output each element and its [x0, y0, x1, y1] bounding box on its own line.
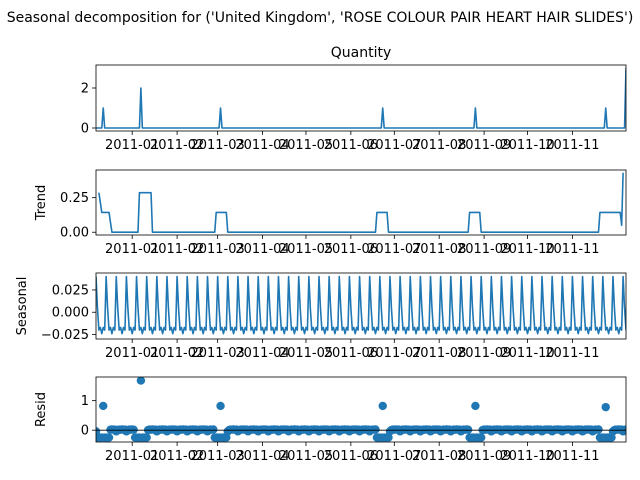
seasonal-ytick-label: 0.025	[52, 283, 89, 298]
resid-point	[471, 401, 480, 411]
trend-xtick-label: 2011-09	[457, 242, 511, 257]
seasonal-ylabel: Seasonal	[15, 277, 30, 336]
observed-xtick-label: 2011-02	[150, 138, 204, 153]
seasonal-xtick-label: 2011-04	[235, 346, 289, 361]
panel-observed: Quantity022011-012011-022011-032011-0420…	[81, 45, 627, 153]
observed-xtick-label: 2011-06	[324, 138, 378, 153]
trend-xtick-label: 2011-02	[150, 242, 204, 257]
seasonal-frame	[95, 272, 627, 340]
resid-point	[621, 425, 626, 434]
resid-point	[142, 433, 151, 442]
trend-line	[98, 172, 624, 234]
seasonal-xtick-label: 2011-07	[367, 346, 421, 361]
observed-ytick-label: 2	[81, 82, 89, 97]
resid-xtick-label: 2011-01	[105, 449, 159, 464]
resid-point	[378, 401, 387, 411]
resid-xtick-label: 2011-07	[367, 449, 421, 464]
seasonal-series-group	[96, 275, 626, 335]
trend-series-group	[98, 172, 624, 234]
trend-ylabel: Trend	[34, 185, 49, 222]
trend-xtick-label: 2011-07	[367, 242, 421, 257]
resid-xtick-label: 2011-05	[279, 449, 333, 464]
observed-xtick-label: 2011-03	[190, 138, 244, 153]
trend-ytick-label: 0.00	[60, 226, 89, 241]
resid-ylabel: Resid	[34, 392, 49, 427]
seasonal-ytick-label: −0.025	[41, 328, 89, 343]
resid-frame	[95, 376, 627, 443]
resid-point	[99, 401, 108, 411]
figure-suptitle: Seasonal decomposition for ('United King…	[7, 10, 634, 26]
observed-xtick-label: 2011-01	[105, 138, 159, 153]
observed-xtick-label: 2011-08	[412, 138, 466, 153]
observed-xtick-label: 2011-05	[279, 138, 333, 153]
resid-series-group	[96, 377, 626, 442]
resid-xtick-label: 2011-02	[150, 449, 204, 464]
resid-ytick-label: 0	[81, 424, 89, 439]
observed-xtick-label: 2011-11	[545, 138, 599, 153]
trend-xtick-label: 2011-11	[545, 242, 599, 257]
seasonal-xtick-label: 2011-11	[545, 346, 599, 361]
seasonal-xtick-label: 2011-10	[500, 346, 554, 361]
panels-group: Quantity022011-012011-022011-032011-0420…	[15, 45, 627, 464]
resid-point	[463, 425, 473, 434]
observed-xtick-label: 2011-09	[457, 138, 511, 153]
seasonal-xtick-label: 2011-06	[324, 346, 378, 361]
trend-xtick-label: 2011-03	[190, 242, 244, 257]
seasonal-xtick-label: 2011-08	[412, 346, 466, 361]
seasonal-xtick-label: 2011-09	[457, 346, 511, 361]
trend-ytick-label: 0.25	[60, 191, 89, 206]
resid-xtick-label: 2011-10	[500, 449, 554, 464]
resid-xtick-label: 2011-03	[190, 449, 244, 464]
resid-xtick-label: 2011-04	[235, 449, 289, 464]
resid-xtick-label: 2011-09	[457, 449, 511, 464]
panel-resid: Resid012011-012011-022011-032011-042011-…	[34, 376, 627, 464]
trend-xtick-label: 2011-10	[500, 242, 554, 257]
seasonal-line	[96, 275, 626, 335]
observed-ytick-label: 0	[81, 122, 89, 137]
seasonal-xtick-label: 2011-05	[279, 346, 333, 361]
resid-point	[476, 433, 486, 442]
trend-frame	[95, 169, 627, 236]
observed-frame	[95, 64, 627, 132]
resid-point	[209, 425, 218, 434]
observed-xtick-label: 2011-04	[235, 138, 289, 153]
resid-point	[371, 425, 380, 434]
panel-trend: Trend0.000.252011-012011-022011-032011-0…	[34, 169, 627, 257]
observed-xtick-label: 2011-07	[367, 138, 421, 153]
seasonal-xtick-label: 2011-01	[105, 346, 159, 361]
observed-line	[96, 67, 626, 129]
seasonal-xtick-label: 2011-03	[190, 346, 244, 361]
seasonal-xtick-label: 2011-02	[150, 346, 204, 361]
resid-ytick-label: 1	[81, 394, 89, 409]
observed-series-group	[96, 67, 626, 129]
observed-xtick-label: 2011-10	[500, 138, 554, 153]
resid-xtick-label: 2011-08	[412, 449, 466, 464]
resid-xtick-label: 2011-06	[324, 449, 378, 464]
trend-xtick-label: 2011-04	[235, 242, 289, 257]
resid-point	[594, 425, 603, 434]
trend-xtick-label: 2011-06	[324, 242, 378, 257]
trend-xtick-label: 2011-08	[412, 242, 466, 257]
trend-xtick-label: 2011-05	[279, 242, 333, 257]
resid-point	[104, 433, 114, 442]
resid-xtick-label: 2011-11	[545, 449, 599, 464]
resid-point	[216, 401, 225, 411]
panel-seasonal: Seasonal−0.0250.0000.0252011-012011-0220…	[15, 272, 627, 361]
trend-xtick-label: 2011-01	[105, 242, 159, 257]
resid-point	[129, 425, 138, 434]
seasonal-ytick-label: 0.000	[52, 306, 89, 321]
observed-title: Quantity	[331, 45, 392, 61]
resid-point	[601, 402, 610, 412]
resid-point	[136, 377, 146, 385]
